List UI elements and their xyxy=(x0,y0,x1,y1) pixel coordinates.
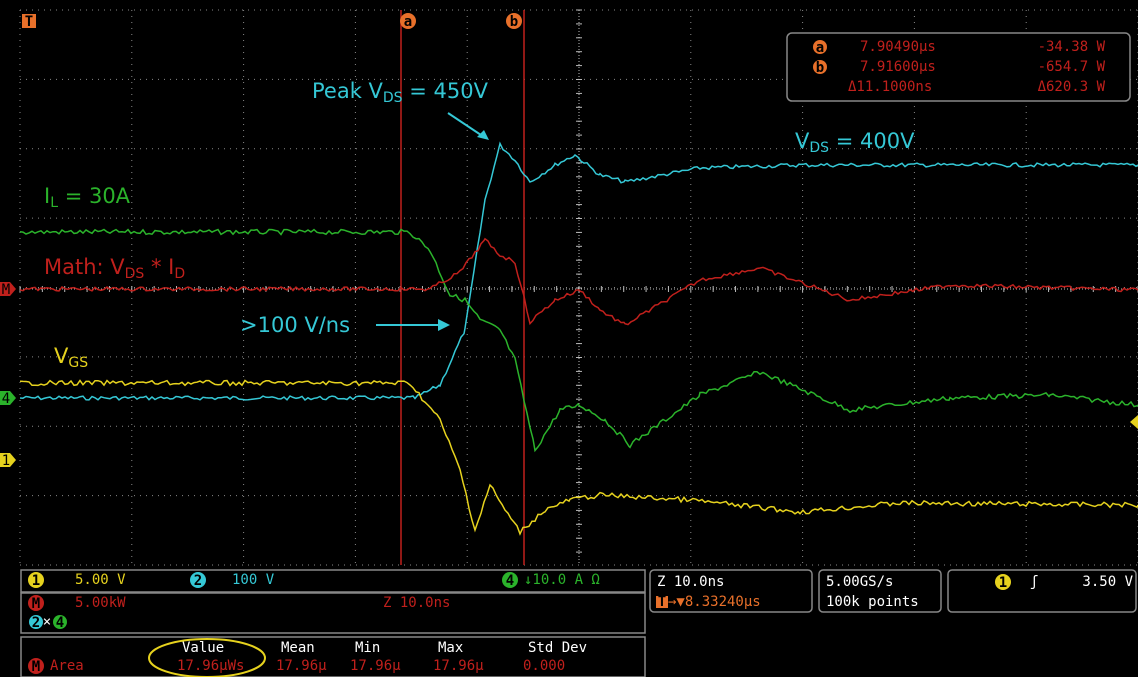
cursor-b-label: b xyxy=(510,14,518,30)
ch1-level-marker xyxy=(0,453,16,467)
timebase-icon-box xyxy=(656,596,668,608)
trigger-marker xyxy=(22,14,36,28)
ch4-level-label: 4 xyxy=(2,391,10,407)
math-src-a: 2 xyxy=(32,615,40,631)
timebase-panel xyxy=(649,569,813,613)
trigger-level: 3.50 V xyxy=(1082,574,1133,590)
measurement-panel xyxy=(20,636,646,677)
ch1-badge xyxy=(28,572,44,588)
graticule xyxy=(19,9,1138,566)
math-zoom: Z 10.0ns xyxy=(383,595,450,611)
measurement-name: Area xyxy=(50,658,84,674)
measurement-source: M xyxy=(32,659,40,675)
peak-arrow xyxy=(447,112,485,138)
trigger-source-badge xyxy=(995,574,1011,590)
measurement-value: 17.96µ xyxy=(276,658,327,674)
ch2-badge xyxy=(190,572,206,588)
math-src-b-badge xyxy=(53,615,67,629)
cursor-readout xyxy=(786,32,1131,102)
readout-a-time: 7.90490µs xyxy=(860,39,936,55)
measurement-value: 17.96µ xyxy=(350,658,401,674)
measurement-value: 0.000 xyxy=(523,658,565,674)
vds-annotation: VDS = 400V xyxy=(795,129,915,156)
readout-delta-time: Δ11.1000ns xyxy=(848,79,932,95)
math-scale: 5.00kW xyxy=(75,595,126,611)
measurement-header: Std Dev xyxy=(528,640,587,656)
peak-arrow-head xyxy=(477,130,489,140)
readout-a-label: a xyxy=(816,40,824,56)
vds-waveform xyxy=(19,141,1138,402)
math-waveform xyxy=(19,237,1138,326)
timebase-icon: T xyxy=(658,594,666,610)
math-src-b: 4 xyxy=(56,615,64,631)
slew-annotation: >100 V/ns xyxy=(240,313,350,337)
value-highlight xyxy=(148,638,266,677)
math-src-a-badge xyxy=(29,615,43,629)
measurement-value: 17.96µ xyxy=(433,658,484,674)
ch2-id: 2 xyxy=(194,573,202,589)
il-waveform xyxy=(19,228,1138,453)
math-level-marker xyxy=(0,282,16,296)
slew-arrow-head xyxy=(438,319,450,331)
timebase-zoom: Z 10.0ns xyxy=(657,574,724,590)
measurement-header: Value xyxy=(182,640,224,656)
readout-a-value: -34.38 W xyxy=(1038,39,1106,55)
readout-delta-value: Δ620.3 W xyxy=(1038,79,1106,95)
math-op: × xyxy=(43,614,51,630)
math-id: M xyxy=(32,596,40,612)
readout-b-badge xyxy=(813,60,827,74)
cursor-b-badge xyxy=(506,13,522,29)
cursor-a-label: a xyxy=(404,14,412,30)
ch4-badge xyxy=(502,572,518,588)
math-level-label: M xyxy=(2,282,10,298)
ch1-id: 1 xyxy=(32,573,40,589)
measurement-header: Max xyxy=(438,640,463,656)
trigger-level-marker xyxy=(1130,415,1138,429)
math-badge xyxy=(28,595,44,611)
readout-b-value: -654.7 W xyxy=(1038,59,1106,75)
trigger-source: 1 xyxy=(999,575,1007,591)
measurement-header: Mean xyxy=(281,640,315,656)
cursor-a-badge xyxy=(400,13,416,29)
measurement-value: 17.96µWs xyxy=(177,658,244,674)
ch1-level-label: 1 xyxy=(2,453,10,469)
record-length: 100k points xyxy=(826,594,919,610)
acquisition-panel xyxy=(818,569,942,613)
trigger-slope: ʃ xyxy=(1030,574,1038,590)
timebase-position: →▼8.33240µs xyxy=(668,594,761,610)
measurement-header: Min xyxy=(355,640,380,656)
vgs-annotation: VGS xyxy=(54,344,88,371)
readout-a-badge xyxy=(813,40,827,54)
sample-rate: 5.00GS/s xyxy=(826,574,893,590)
ch4-id: 4 xyxy=(506,573,514,589)
vgs-waveform xyxy=(19,379,1138,536)
ch2-scale: 100 V xyxy=(232,572,275,588)
peak-vds-annotation: Peak VDS = 450V xyxy=(312,79,489,106)
ch1-scale: 5.00 V xyxy=(75,572,126,588)
channel-panel xyxy=(20,569,646,593)
readout-b-time: 7.91600µs xyxy=(860,59,936,75)
math-panel xyxy=(20,592,646,634)
measurement-source-badge xyxy=(28,658,44,674)
il-annotation: IL = 30A xyxy=(44,184,131,211)
ch4-level-marker xyxy=(0,391,16,405)
math-annotation: Math: VDS * ID xyxy=(44,255,185,282)
ch4-scale: ↓10.0 A Ω xyxy=(524,572,600,588)
trigger-marker-label: T xyxy=(25,14,33,30)
trigger-panel xyxy=(947,569,1137,613)
measurement-table: Value Mean Min Max Std Dev M Area 17.96µWs 17.96… xyxy=(28,640,587,675)
readout-b-label: b xyxy=(816,60,824,76)
